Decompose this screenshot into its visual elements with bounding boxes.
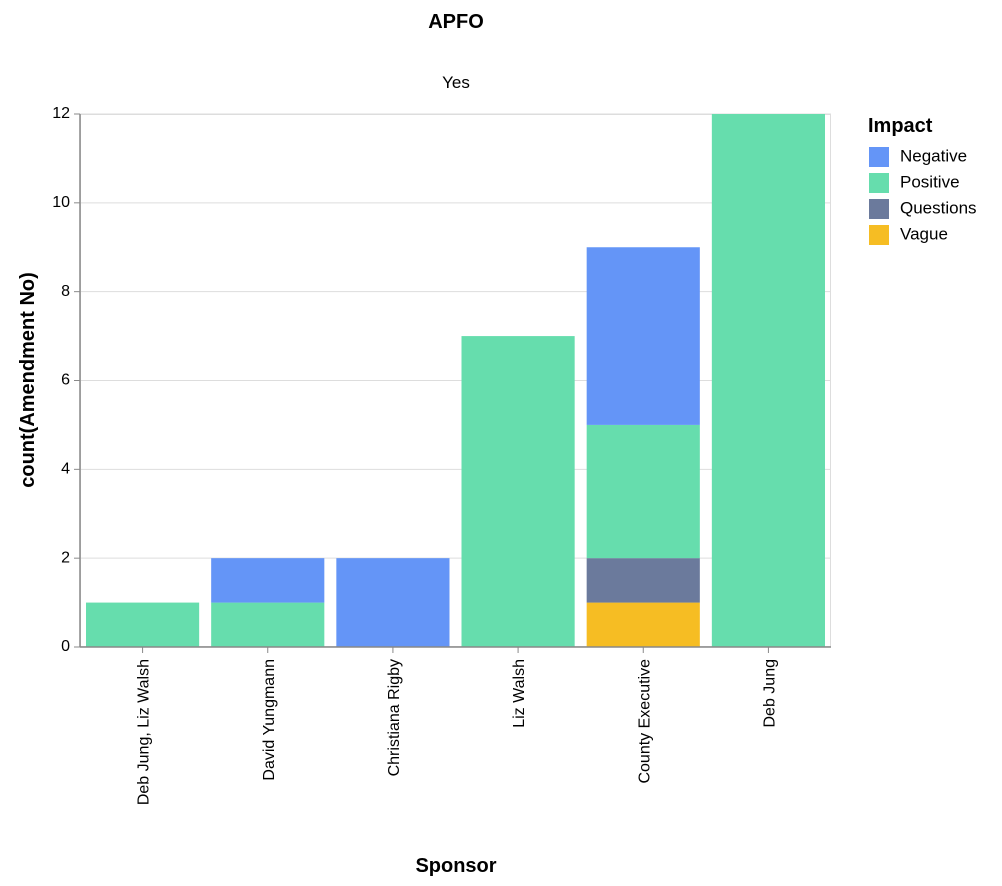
chart-title: APFO xyxy=(428,11,484,33)
y-tick-label: 8 xyxy=(61,283,70,300)
y-tick-label: 12 xyxy=(52,105,70,122)
x-tick-label: David Yungmann xyxy=(261,659,278,781)
bar-segment-negative xyxy=(336,558,450,647)
legend-swatch-negative xyxy=(869,147,889,167)
x-tick-label: Deb Jung xyxy=(761,659,778,728)
y-tick-label: 4 xyxy=(61,461,70,478)
x-axis: Deb Jung, Liz Walsh David Yungmann Christi… xyxy=(136,647,778,805)
chart-subtitle: Yes xyxy=(442,73,470,92)
bar-segment-vague xyxy=(586,602,700,647)
x-tick-label: Liz Walsh xyxy=(511,659,528,728)
legend-label: Vague xyxy=(900,224,948,243)
y-axis-title: count(Amendment No) xyxy=(17,272,39,488)
y-axis: 0 2 4 6 8 10 12 xyxy=(52,105,80,655)
bar-segment-positive xyxy=(586,424,700,559)
bars xyxy=(86,114,825,647)
legend-label: Questions xyxy=(900,198,977,217)
legend: Impact Negative Positive Questions Vague xyxy=(868,115,977,245)
bar-segment-questions xyxy=(586,558,700,603)
bar-segment-positive xyxy=(711,114,825,647)
y-tick-label: 10 xyxy=(52,194,70,211)
bar-segment-positive xyxy=(461,336,575,647)
x-axis-title: Sponsor xyxy=(415,855,496,877)
bar-segment-positive xyxy=(211,602,325,647)
legend-swatch-positive xyxy=(869,173,889,193)
bar-segment-negative xyxy=(211,558,325,603)
bar-segment-positive xyxy=(86,602,200,647)
x-tick-label: Christiana Rigby xyxy=(386,659,403,776)
legend-label: Negative xyxy=(900,146,967,165)
y-tick-label: 6 xyxy=(61,372,70,389)
y-tick-label: 0 xyxy=(61,638,70,655)
x-tick-label: County Executive xyxy=(636,659,653,784)
x-tick-label: Deb Jung, Liz Walsh xyxy=(136,659,153,805)
legend-title: Impact xyxy=(868,115,933,137)
legend-swatch-questions xyxy=(869,199,889,219)
bar-segment-negative xyxy=(586,247,700,425)
y-tick-label: 2 xyxy=(61,549,70,566)
legend-label: Positive xyxy=(900,172,960,191)
legend-swatch-vague xyxy=(869,225,889,245)
